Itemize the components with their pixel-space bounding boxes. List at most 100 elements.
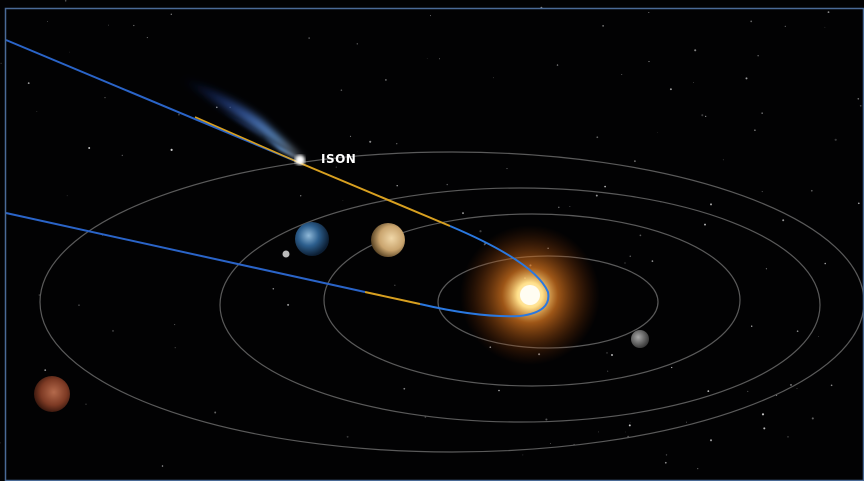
star: [430, 15, 431, 16]
star: [506, 168, 507, 169]
star: [797, 388, 798, 389]
star: [621, 74, 622, 75]
star: [67, 195, 68, 196]
star: [750, 20, 752, 22]
star: [860, 105, 862, 107]
star: [652, 260, 654, 262]
star: [300, 195, 301, 196]
star: [625, 432, 626, 433]
comet-head: [295, 155, 305, 165]
star: [214, 412, 216, 414]
star: [598, 431, 599, 432]
star: [493, 77, 494, 78]
star: [835, 139, 837, 141]
star: [824, 263, 826, 265]
star: [763, 427, 765, 429]
star: [439, 58, 440, 59]
star: [670, 88, 672, 90]
page: ISON (() => { const data = JSON.parse(do…: [0, 0, 864, 481]
star: [747, 391, 748, 392]
star: [545, 418, 547, 420]
star: [343, 200, 344, 201]
star: [648, 61, 649, 62]
star: [704, 224, 706, 226]
star: [640, 235, 642, 237]
star: [44, 369, 46, 371]
star: [697, 468, 698, 469]
star: [828, 11, 830, 13]
star: [723, 159, 724, 160]
star: [369, 141, 371, 143]
star: [766, 268, 767, 269]
star: [607, 371, 608, 372]
star: [273, 288, 275, 290]
star: [287, 304, 289, 306]
star: [558, 207, 559, 208]
star: [396, 185, 397, 186]
star: [785, 26, 786, 27]
star: [28, 82, 30, 84]
star: [782, 219, 784, 221]
star: [47, 21, 48, 22]
star: [385, 79, 387, 81]
star: [596, 195, 598, 197]
solar-system-scene: ISON: [0, 0, 864, 481]
star: [666, 454, 667, 455]
star: [657, 132, 658, 133]
star: [604, 186, 606, 188]
moon: [283, 251, 290, 258]
comet-label: ISON: [321, 152, 356, 166]
mars: [34, 376, 70, 412]
star: [818, 336, 819, 337]
star: [751, 326, 752, 327]
star: [686, 422, 687, 423]
star: [858, 202, 860, 204]
star: [39, 295, 40, 296]
star: [104, 97, 105, 98]
star: [350, 136, 351, 137]
star: [347, 436, 349, 438]
star: [648, 12, 649, 13]
star: [665, 462, 667, 464]
venus: [371, 223, 405, 257]
star: [811, 190, 813, 192]
star: [701, 114, 703, 116]
star: [108, 25, 109, 26]
star: [762, 413, 764, 415]
star: [216, 107, 218, 109]
star: [133, 25, 134, 26]
star: [162, 465, 164, 467]
star: [787, 436, 788, 437]
star: [85, 404, 86, 405]
star: [606, 352, 608, 354]
star: [341, 89, 343, 91]
star: [705, 116, 706, 117]
star: [357, 43, 358, 44]
star: [611, 354, 613, 356]
star: [570, 206, 571, 207]
star: [831, 384, 833, 386]
star: [171, 149, 173, 151]
star: [171, 14, 172, 15]
star: [758, 55, 759, 56]
sun: [520, 285, 540, 305]
star: [857, 98, 859, 100]
star: [710, 203, 712, 205]
star: [336, 166, 337, 167]
star: [175, 347, 176, 348]
star: [36, 111, 37, 112]
star: [693, 82, 694, 83]
star: [710, 439, 712, 441]
star: [69, 52, 70, 53]
star: [309, 38, 310, 39]
star: [797, 330, 799, 332]
star: [147, 37, 148, 38]
star: [790, 384, 792, 386]
mercury: [631, 330, 649, 348]
star: [122, 155, 123, 156]
earth: [295, 222, 329, 256]
star: [630, 256, 631, 257]
star: [694, 49, 696, 51]
star: [825, 27, 826, 28]
star: [629, 424, 631, 426]
